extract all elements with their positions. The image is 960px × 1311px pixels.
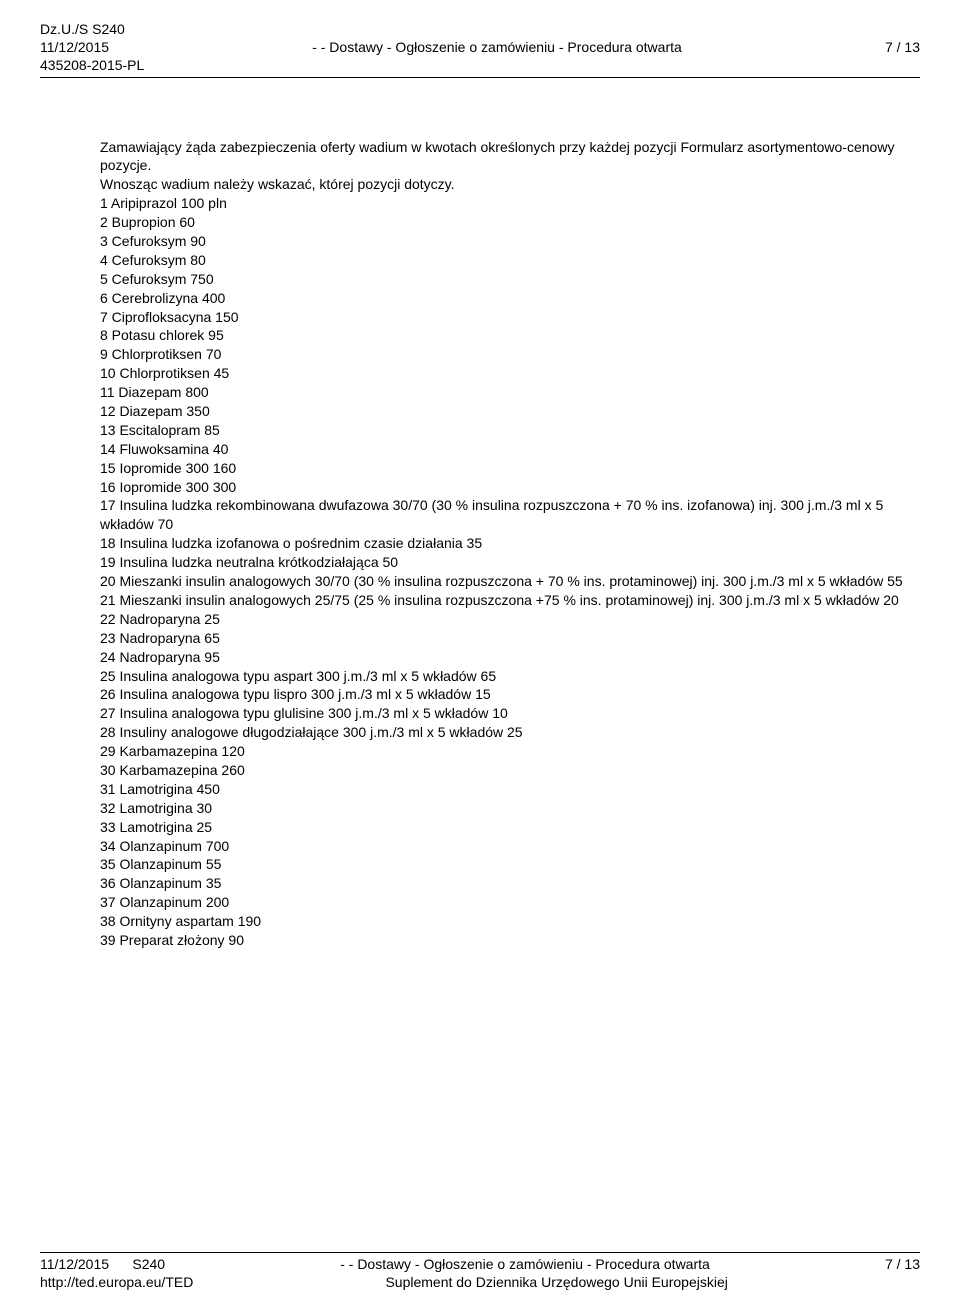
list-item: 17 Insulina ludzka rekombinowana dwufazo…: [100, 496, 920, 534]
list-item: 11 Diazepam 800: [100, 383, 920, 402]
header-doc-ref-2: 435208-2015-PL: [40, 56, 144, 74]
intro-line-2: Wnosząc wadium należy wskazać, której po…: [100, 175, 920, 194]
list-item: 27 Insulina analogowa typu glulisine 300…: [100, 704, 920, 723]
list-item: 33 Lamotrigina 25: [100, 818, 920, 837]
header-page-number: 7 / 13: [885, 38, 920, 56]
list-item: 20 Mieszanki insulin analogowych 30/70 (…: [100, 572, 920, 591]
header-rule: [40, 77, 920, 78]
items-list: 1 Aripiprazol 100 pln2 Bupropion 603 Cef…: [100, 194, 920, 950]
header-center-text: - - Dostawy - Ogłoszenie o zamówieniu - …: [109, 38, 885, 56]
list-item: 15 Iopromide 300 160: [100, 459, 920, 478]
list-item: 10 Chlorprotiksen 45: [100, 364, 920, 383]
list-item: 29 Karbamazepina 120: [100, 742, 920, 761]
header-doc-ref-1: Dz.U./S S240: [40, 20, 125, 38]
header-date: 11/12/2015: [40, 38, 109, 56]
footer-center-2: Suplement do Dziennika Urzędowego Unii E…: [193, 1273, 920, 1291]
list-item: 18 Insulina ludzka izofanowa o pośrednim…: [100, 534, 920, 553]
list-item: 6 Cerebrolizyna 400: [100, 289, 920, 308]
intro-line-1: Zamawiający żąda zabezpieczenia oferty w…: [100, 138, 920, 176]
page-header: Dz.U./S S240 11/12/2015 - - Dostawy - Og…: [40, 20, 920, 78]
list-item: 24 Nadroparyna 95: [100, 648, 920, 667]
footer-center-1: - - Dostawy - Ogłoszenie o zamówieniu - …: [165, 1255, 885, 1273]
list-item: 1 Aripiprazol 100 pln: [100, 194, 920, 213]
document-content: Zamawiający żąda zabezpieczenia oferty w…: [100, 138, 920, 950]
list-item: 8 Potasu chlorek 95: [100, 326, 920, 345]
footer-date: 11/12/2015: [40, 1256, 109, 1272]
list-item: 4 Cefuroksym 80: [100, 251, 920, 270]
list-item: 13 Escitalopram 85: [100, 421, 920, 440]
list-item: 38 Ornityny aspartam 190: [100, 912, 920, 931]
list-item: 9 Chlorprotiksen 70: [100, 345, 920, 364]
list-item: 37 Olanzapinum 200: [100, 893, 920, 912]
list-item: 28 Insuliny analogowe długodziałające 30…: [100, 723, 920, 742]
list-item: 14 Fluwoksamina 40: [100, 440, 920, 459]
list-item: 16 Iopromide 300 300: [100, 478, 920, 497]
list-item: 36 Olanzapinum 35: [100, 874, 920, 893]
list-item: 12 Diazepam 350: [100, 402, 920, 421]
footer-issue: S240: [132, 1256, 165, 1272]
list-item: 5 Cefuroksym 750: [100, 270, 920, 289]
footer-url: http://ted.europa.eu/TED: [40, 1273, 193, 1291]
list-item: 7 Ciprofloksacyna 150: [100, 308, 920, 327]
list-item: 30 Karbamazepina 260: [100, 761, 920, 780]
list-item: 26 Insulina analogowa typu lispro 300 j.…: [100, 685, 920, 704]
footer-page-number: 7 / 13: [885, 1255, 920, 1273]
list-item: 31 Lamotrigina 450: [100, 780, 920, 799]
list-item: 25 Insulina analogowa typu aspart 300 j.…: [100, 667, 920, 686]
list-item: 19 Insulina ludzka neutralna krótkodział…: [100, 553, 920, 572]
list-item: 21 Mieszanki insulin analogowych 25/75 (…: [100, 591, 920, 610]
list-item: 22 Nadroparyna 25: [100, 610, 920, 629]
footer-rule: [40, 1252, 920, 1253]
list-item: 35 Olanzapinum 55: [100, 855, 920, 874]
page-footer: 11/12/2015 S240 - - Dostawy - Ogłoszenie…: [40, 1250, 920, 1291]
list-item: 34 Olanzapinum 700: [100, 837, 920, 856]
list-item: 39 Preparat złożony 90: [100, 931, 920, 950]
list-item: 2 Bupropion 60: [100, 213, 920, 232]
list-item: 23 Nadroparyna 65: [100, 629, 920, 648]
list-item: 32 Lamotrigina 30: [100, 799, 920, 818]
list-item: 3 Cefuroksym 90: [100, 232, 920, 251]
